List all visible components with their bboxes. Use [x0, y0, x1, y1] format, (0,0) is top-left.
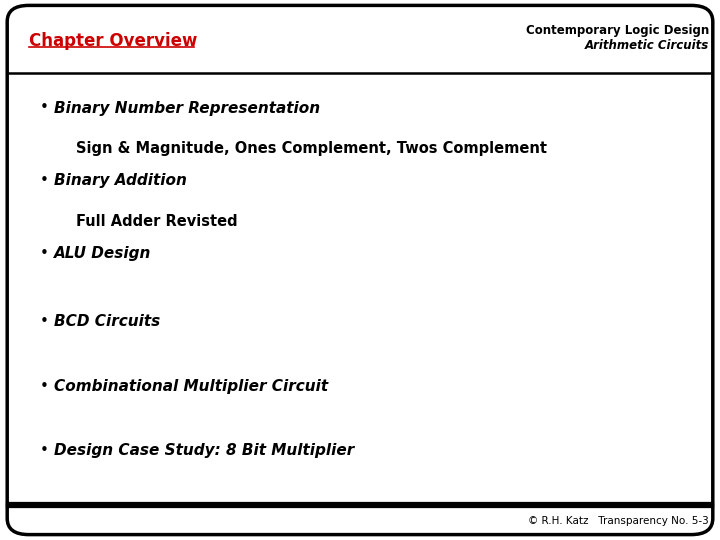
Text: •: •	[40, 314, 48, 329]
Text: Full Adder Revisted: Full Adder Revisted	[76, 214, 237, 229]
Text: •: •	[40, 100, 48, 116]
Text: Sign & Magnitude, Ones Complement, Twos Complement: Sign & Magnitude, Ones Complement, Twos …	[76, 141, 546, 156]
Text: Combinational Multiplier Circuit: Combinational Multiplier Circuit	[54, 379, 328, 394]
Text: Chapter Overview: Chapter Overview	[29, 31, 197, 50]
Text: BCD Circuits: BCD Circuits	[54, 314, 161, 329]
Text: ALU Design: ALU Design	[54, 246, 151, 261]
Text: Arithmetic Circuits: Arithmetic Circuits	[585, 39, 709, 52]
Text: •: •	[40, 443, 48, 458]
Text: Contemporary Logic Design: Contemporary Logic Design	[526, 24, 709, 37]
FancyBboxPatch shape	[7, 5, 713, 535]
Text: Design Case Study: 8 Bit Multiplier: Design Case Study: 8 Bit Multiplier	[54, 443, 354, 458]
Text: Binary Addition: Binary Addition	[54, 173, 187, 188]
Text: •: •	[40, 246, 48, 261]
Text: © R.H. Katz   Transparency No. 5-3: © R.H. Katz Transparency No. 5-3	[528, 516, 709, 526]
Text: •: •	[40, 173, 48, 188]
Text: Binary Number Representation: Binary Number Representation	[54, 100, 320, 116]
Text: •: •	[40, 379, 48, 394]
